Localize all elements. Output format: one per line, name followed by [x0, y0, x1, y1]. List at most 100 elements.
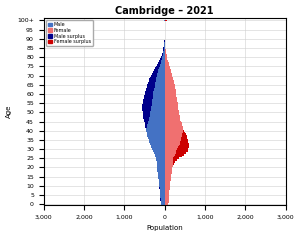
Bar [158, 69, 165, 71]
Bar [158, 178, 165, 179]
Bar [146, 130, 165, 132]
Bar [160, 196, 165, 198]
Bar [147, 135, 165, 137]
Bar [165, 194, 169, 196]
Bar [161, 201, 165, 203]
Bar [165, 69, 171, 71]
Bar [149, 78, 156, 80]
Bar [165, 113, 179, 115]
Bar [165, 64, 169, 65]
Legend: Male, Female, Male surplus, Female surplus: Male, Female, Male surplus, Female surpl… [46, 20, 93, 46]
Bar [162, 53, 163, 55]
Bar [165, 100, 177, 102]
Bar [147, 124, 165, 126]
Bar [165, 192, 169, 194]
Bar [152, 99, 165, 100]
Bar [156, 157, 165, 159]
Bar [162, 56, 165, 58]
Bar [165, 172, 172, 174]
Y-axis label: Age: Age [6, 105, 12, 118]
Bar [146, 128, 165, 130]
Bar [159, 183, 165, 185]
Bar [165, 117, 180, 119]
Bar [153, 93, 165, 95]
Bar [159, 60, 161, 62]
Bar [155, 84, 165, 86]
Bar [165, 109, 178, 111]
Bar [165, 157, 173, 159]
Bar [165, 165, 172, 167]
Bar [148, 139, 165, 141]
Bar [157, 167, 165, 169]
Bar [181, 137, 188, 139]
Bar [165, 174, 171, 176]
Bar [173, 159, 177, 161]
Bar [165, 55, 167, 56]
Bar [165, 163, 172, 165]
Bar [148, 82, 155, 84]
Bar [152, 100, 165, 102]
Bar [165, 82, 174, 84]
Bar [156, 80, 165, 82]
Bar [143, 117, 149, 119]
Bar [144, 121, 148, 123]
X-axis label: Population: Population [146, 225, 183, 232]
Bar [165, 67, 170, 69]
Bar [165, 200, 169, 201]
Bar [165, 58, 167, 60]
Bar [165, 75, 172, 77]
Bar [150, 143, 165, 145]
Bar [165, 148, 177, 150]
Bar [165, 191, 170, 192]
Bar [182, 133, 186, 135]
Bar [159, 181, 165, 183]
Bar [165, 111, 179, 113]
Bar [144, 119, 149, 121]
Bar [150, 113, 165, 115]
Bar [144, 95, 153, 97]
Bar [165, 152, 176, 154]
Bar [151, 75, 157, 77]
Bar [148, 137, 165, 139]
Bar [165, 139, 181, 141]
Bar [172, 163, 173, 165]
Bar [161, 56, 162, 58]
Bar [165, 155, 174, 157]
Bar [153, 97, 165, 99]
Bar [152, 104, 165, 106]
Bar [165, 170, 172, 172]
Bar [165, 93, 176, 95]
Bar [165, 65, 170, 67]
Bar [165, 143, 180, 145]
Bar [143, 115, 150, 117]
Bar [160, 200, 165, 201]
Bar [162, 55, 163, 56]
Bar [153, 95, 165, 97]
Bar [147, 84, 155, 86]
Bar [145, 126, 147, 128]
Bar [161, 203, 165, 205]
Bar [145, 91, 154, 93]
Bar [147, 133, 165, 135]
Bar [152, 73, 158, 75]
Bar [164, 51, 165, 53]
Bar [151, 111, 165, 113]
Bar [165, 89, 176, 91]
Bar [158, 71, 165, 73]
Bar [165, 141, 180, 143]
Bar [165, 187, 170, 189]
Bar [151, 106, 165, 108]
Bar [154, 69, 158, 71]
Bar [151, 145, 165, 146]
Bar [156, 78, 165, 80]
Bar [180, 143, 189, 145]
Bar [165, 95, 176, 97]
Bar [160, 198, 165, 200]
Bar [160, 187, 165, 189]
Bar [165, 53, 166, 55]
Bar [157, 169, 165, 170]
Bar [164, 47, 165, 49]
Bar [165, 99, 177, 100]
Bar [165, 146, 178, 148]
Bar [145, 93, 153, 95]
